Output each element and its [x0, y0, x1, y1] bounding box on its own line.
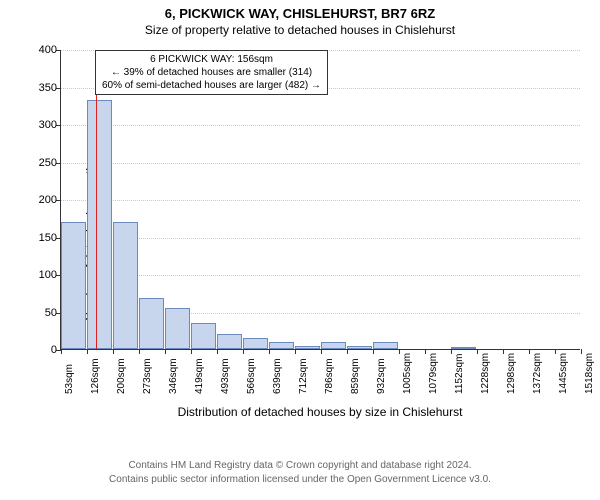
histogram-bar: [243, 338, 268, 349]
chart-title: 6, PICKWICK WAY, CHISLEHURST, BR7 6RZ: [0, 6, 600, 21]
info-annotation-box: 6 PICKWICK WAY: 156sqm ← 39% of detached…: [95, 50, 328, 95]
x-tick-label: 1372sqm: [532, 353, 543, 394]
histogram-bar: [321, 342, 346, 350]
x-tick-label: 1005sqm: [402, 353, 413, 394]
chart-header: 6, PICKWICK WAY, CHISLEHURST, BR7 6RZ Si…: [0, 0, 600, 37]
histogram-bar: [217, 334, 242, 349]
y-tick-label: 0: [51, 344, 61, 356]
x-tick-label: 1079sqm: [428, 353, 439, 394]
x-tick-label: 1298sqm: [506, 353, 517, 394]
x-tick-label: 859sqm: [350, 358, 361, 394]
x-tick-label: 712sqm: [298, 358, 309, 394]
x-tick-label: 639sqm: [272, 358, 283, 394]
histogram-bar: [61, 222, 86, 350]
histogram-bar: [373, 342, 398, 350]
histogram-bar: [451, 347, 476, 349]
chart-subtitle: Size of property relative to detached ho…: [0, 23, 600, 37]
histogram-bar: [87, 100, 112, 349]
gridline: [61, 163, 580, 164]
info-line-2: ← 39% of detached houses are smaller (31…: [102, 66, 321, 79]
x-tick-label: 1152sqm: [454, 354, 465, 394]
x-tick-label: 53sqm: [64, 364, 75, 394]
x-tick-label: 1228sqm: [480, 353, 491, 394]
x-tick-label: 200sqm: [116, 358, 127, 394]
x-tick-label: 786sqm: [324, 358, 335, 394]
histogram-bar: [191, 323, 216, 349]
y-tick-label: 400: [39, 44, 61, 56]
y-tick-label: 200: [39, 194, 61, 206]
gridline: [61, 200, 580, 201]
histogram-bar: [139, 298, 164, 349]
histogram-bar: [165, 308, 190, 349]
x-tick-label: 566sqm: [246, 358, 257, 394]
gridline: [61, 275, 580, 276]
y-tick-label: 50: [45, 307, 61, 319]
x-tick-label: 1518sqm: [584, 353, 595, 394]
x-tick-label: 1445sqm: [558, 353, 569, 394]
y-tick-label: 100: [39, 269, 61, 281]
x-tick-label: 932sqm: [376, 358, 387, 394]
x-tick-label: 126sqm: [90, 358, 101, 394]
chart-area: Number of detached properties 0501001502…: [0, 40, 600, 435]
x-tick-label: 493sqm: [220, 358, 231, 394]
footer-line-1: Contains HM Land Registry data © Crown c…: [0, 459, 600, 472]
x-axis-label: Distribution of detached houses by size …: [60, 405, 580, 419]
y-tick-label: 250: [39, 157, 61, 169]
y-tick-label: 350: [39, 82, 61, 94]
plot-region: 05010015020025030035040053sqm126sqm200sq…: [60, 50, 580, 350]
info-line-3: 60% of semi-detached houses are larger (…: [102, 79, 321, 92]
histogram-bar: [113, 222, 138, 350]
info-line-1: 6 PICKWICK WAY: 156sqm: [102, 53, 321, 66]
footer-line-2: Contains public sector information licen…: [0, 473, 600, 486]
y-tick-label: 150: [39, 232, 61, 244]
x-tick-label: 419sqm: [194, 358, 205, 394]
histogram-bar: [269, 342, 294, 350]
histogram-bar: [347, 346, 372, 349]
gridline: [61, 238, 580, 239]
histogram-bar: [295, 346, 320, 349]
x-tick-label: 346sqm: [168, 358, 179, 394]
x-tick-label: 273sqm: [142, 358, 153, 394]
y-tick-label: 300: [39, 119, 61, 131]
gridline: [61, 125, 580, 126]
